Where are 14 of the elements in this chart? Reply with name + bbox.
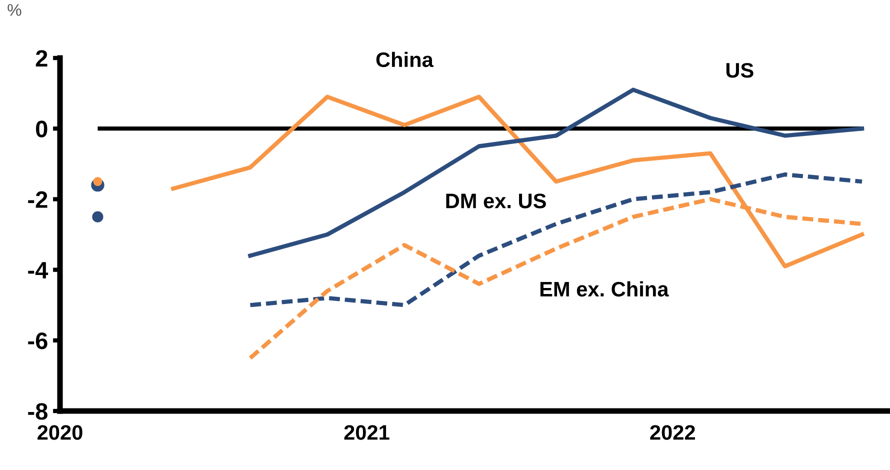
y-tick-label: -8 — [28, 403, 48, 420]
y-tick-label: -2 — [28, 191, 48, 208]
y-tick-label: 2 — [36, 50, 48, 67]
series-label: DM ex. US — [446, 194, 546, 208]
series-label: EM ex. China — [540, 281, 669, 297]
y-tick-label: -4 — [28, 262, 48, 278]
x-tick-label: 2021 — [344, 425, 390, 440]
y-tick-label: 0 — [36, 120, 48, 138]
text: China — [376, 52, 434, 68]
y-tick-label: -6 — [28, 332, 48, 350]
text: US — [726, 62, 754, 78]
y-axis-title: % — [8, 4, 22, 16]
x-tick-label: 2022 — [650, 425, 695, 440]
x-tick-label: 2020 — [38, 425, 82, 440]
